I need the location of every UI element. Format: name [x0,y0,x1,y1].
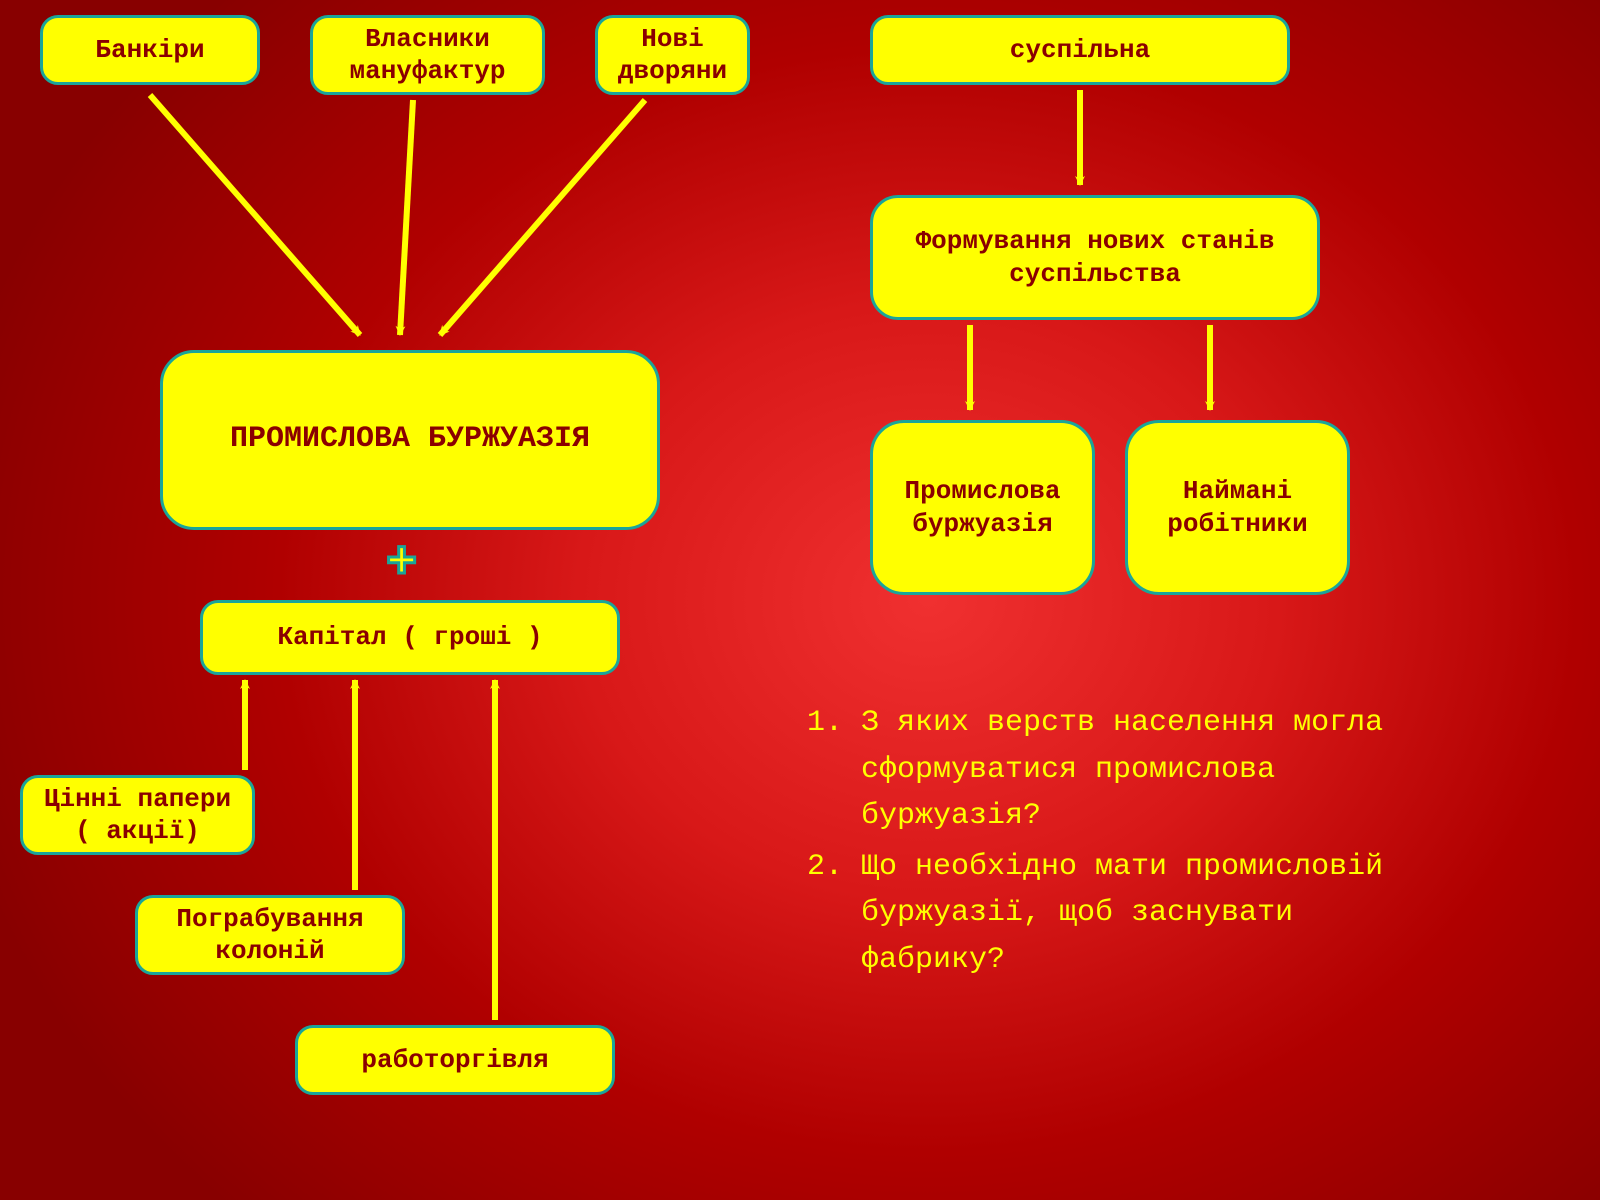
arrow [150,95,360,335]
node-label: Банкіри [95,34,204,67]
plus-icon: + [386,538,417,590]
node-label: ПРОМИСЛОВА БУРЖУАЗІЯ [230,421,590,459]
questions-block: З яких верств населення могла сформувати… [815,700,1395,987]
node-colonies: Пограбування колоній [135,895,405,975]
node-capital: Капітал ( гроші ) [200,600,620,675]
node-label: суспільна [1010,34,1150,67]
node-hired-workers: Наймані робітники [1125,420,1350,595]
node-slave-trade: работоргівля [295,1025,615,1095]
question-item: З яких верств населення могла сформувати… [861,700,1395,840]
node-bankers: Банкіри [40,15,260,85]
node-label: Наймані робітники [1138,475,1337,540]
node-label: Промислова буржуазія [883,475,1082,540]
node-industrial-bourgeoisie-main: ПРОМИСЛОВА БУРЖУАЗІЯ [160,350,660,530]
question-text: З яких верств населення могла сформувати… [861,706,1383,833]
node-label: Нові дворяни [608,23,737,88]
question-text: Що необхідно мати промисловій буржуазії,… [861,850,1383,977]
node-industrial-bourgeoisie: Промислова буржуазія [870,420,1095,595]
arrow [400,100,413,335]
node-label: Пограбування колоній [148,903,392,968]
node-label: Капітал ( гроші ) [277,621,542,654]
node-label: Власники мануфактур [323,23,532,88]
arrow [440,100,645,335]
node-stocks: Цінні папери ( акції) [20,775,255,855]
question-item: Що необхідно мати промисловій буржуазії,… [861,844,1395,984]
node-new-nobles: Нові дворяни [595,15,750,95]
node-manufactory-owners: Власники мануфактур [310,15,545,95]
node-social: суспільна [870,15,1290,85]
node-label: Формування нових станів суспільства [883,225,1307,290]
node-label: Цінні папери ( акції) [33,783,242,848]
node-label: работоргівля [361,1044,548,1077]
node-formation: Формування нових станів суспільства [870,195,1320,320]
